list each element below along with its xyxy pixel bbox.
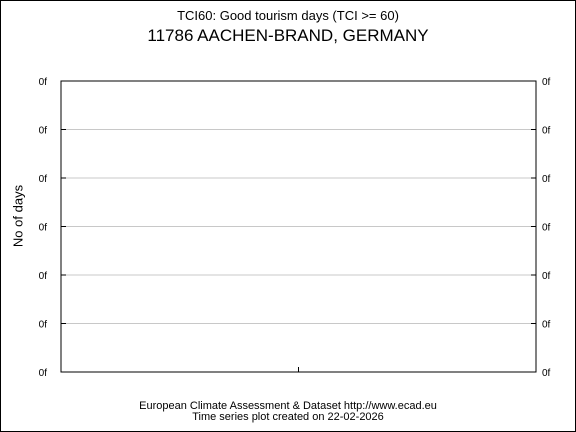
chart-title: TCI60: Good tourism days (TCI >= 60): [177, 8, 399, 23]
y-tick-label-right: 0f: [542, 223, 551, 234]
y-tick-label-right: 0f: [542, 320, 551, 331]
y-tick-label-left: 0f: [39, 320, 48, 331]
footer-created: Time series plot created on 22-02-2026: [192, 411, 384, 423]
y-tick-label-left: 0f: [39, 368, 48, 379]
y-tick-label-left: 0f: [39, 271, 48, 282]
y-tick-label-right: 0f: [542, 174, 551, 185]
y-tick-label-right: 0f: [542, 77, 551, 88]
y-tick-label-right: 0f: [542, 368, 551, 379]
y-tick-label-right: 0f: [542, 271, 551, 282]
y-tick-label-left: 0f: [39, 174, 48, 185]
footer-source: European Climate Assessment & Dataset ht…: [139, 400, 437, 412]
y-tick-label-left: 0f: [39, 126, 48, 137]
y-tick-label-left: 0f: [39, 77, 48, 88]
chart-subtitle: 11786 AACHEN-BRAND, GERMANY: [147, 26, 429, 45]
y-tick-label-right: 0f: [542, 126, 551, 137]
y-tick-label-left: 0f: [39, 223, 48, 234]
